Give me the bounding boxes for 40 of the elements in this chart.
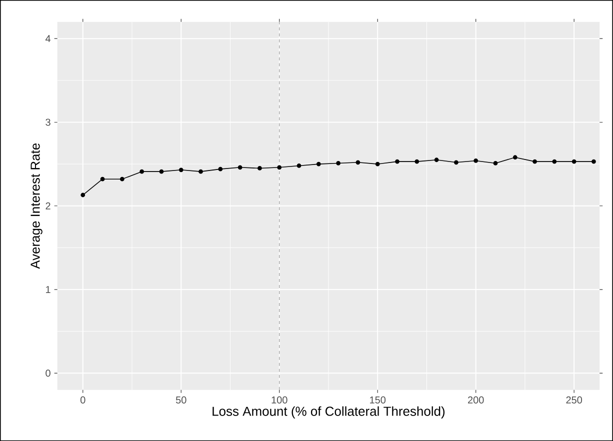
point [414, 159, 420, 164]
point [454, 160, 458, 164]
y-tick-label: 4 [45, 35, 51, 42]
x-tick-label: 250 [566, 396, 582, 404]
y-tick-label: 2 [46, 202, 50, 210]
point [277, 165, 282, 170]
point [120, 176, 124, 182]
point [198, 169, 203, 174]
point [572, 159, 576, 164]
point [552, 159, 557, 164]
point [474, 158, 478, 163]
point [395, 159, 400, 164]
x-axis-title: Loss Amount (% of Collateral Threshold) [212, 406, 445, 418]
point [592, 159, 596, 164]
y-tick-label: 3 [46, 118, 50, 126]
point [80, 192, 86, 198]
x-tick-label: 150 [370, 396, 386, 404]
point [238, 165, 242, 170]
point [375, 162, 380, 166]
point [296, 163, 302, 168]
point [434, 158, 439, 162]
point [218, 166, 223, 172]
y-tick-label: 1 [46, 286, 50, 293]
point [532, 159, 537, 164]
x-tick-label: 0 [80, 396, 86, 404]
point [100, 176, 105, 182]
point [140, 169, 144, 174]
y-axis-title: Average Interest Rate [30, 143, 42, 269]
x-tick-label: 50 [176, 396, 186, 404]
point [336, 160, 340, 166]
point [159, 169, 164, 174]
y-tick-label: 0 [46, 370, 50, 377]
point [258, 166, 262, 170]
point [512, 155, 518, 160]
point [493, 160, 498, 166]
x-tick-label: 200 [468, 396, 484, 404]
point [356, 160, 360, 164]
point [316, 162, 321, 166]
point [178, 168, 184, 172]
x-tick-label: 100 [272, 396, 288, 404]
